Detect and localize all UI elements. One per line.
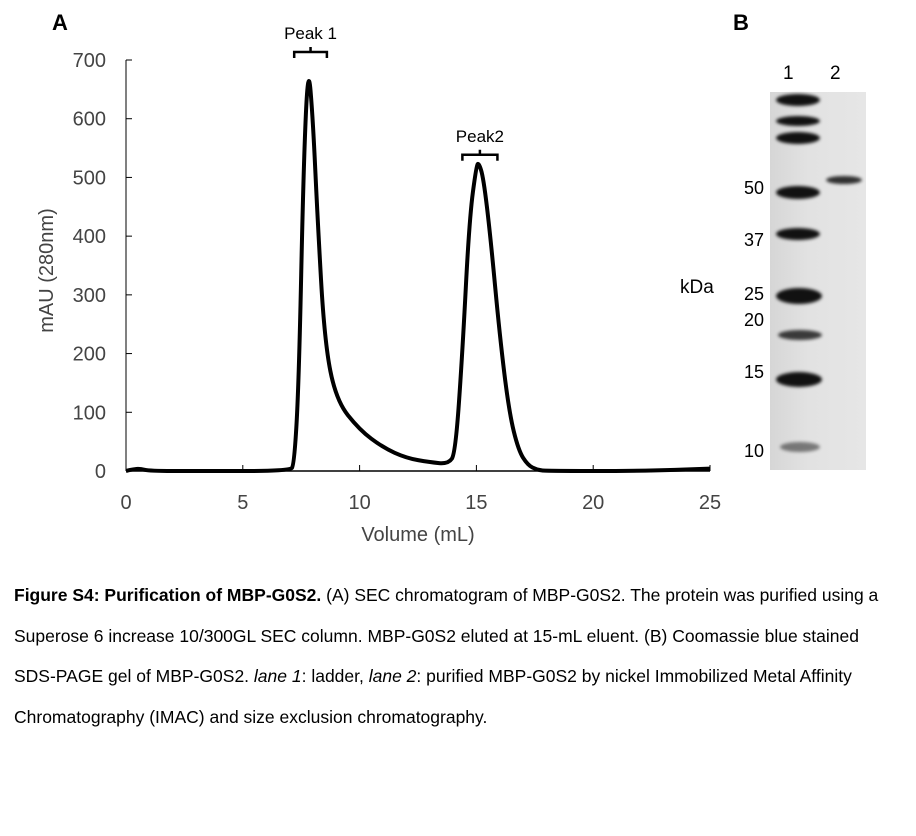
ladder-band-25	[776, 288, 822, 304]
y-tick-label: 600	[73, 109, 106, 131]
peak-label: Peak2	[456, 127, 504, 146]
caption-text: (A) SEC chromatogram of MBP-G0S2. The pr…	[14, 585, 879, 686]
marker-37: 37	[743, 230, 764, 250]
kda-label: kDa	[680, 277, 714, 298]
sds-page-gel	[770, 92, 866, 470]
ladder-band	[776, 116, 820, 126]
y-tick-label: 700	[73, 50, 106, 72]
x-tick-label: 20	[582, 492, 604, 514]
x-tick-label: 5	[237, 492, 248, 514]
ladder-band-20	[778, 330, 822, 340]
marker-10: 10	[743, 441, 764, 461]
series-line	[125, 79, 711, 473]
panel-b-label: B	[733, 10, 749, 35]
caption-text: : purified MBP-G0S2 by nickel Immobilize…	[14, 666, 852, 727]
lane-2-label: 2	[830, 63, 841, 84]
marker-25: 25	[743, 284, 764, 304]
caption-lane2: lane 2	[368, 666, 417, 686]
ladder-band	[776, 94, 820, 106]
y-axis-label: mAU (280nm)	[36, 208, 58, 332]
peak-label: Peak 1	[284, 24, 337, 43]
marker-15: 15	[743, 362, 764, 382]
y-tick-label: 0	[95, 461, 106, 483]
caption-lane1: lane 1	[253, 666, 302, 686]
ladder-band-10	[780, 442, 820, 452]
marker-20: 20	[743, 310, 764, 330]
y-tick-label: 100	[73, 402, 106, 424]
ladder-band-15	[776, 372, 822, 387]
y-tick-label: 500	[73, 167, 106, 189]
x-tick-label: 10	[348, 492, 370, 514]
peak-bracket	[461, 149, 499, 161]
lane-1-label: 1	[783, 63, 794, 84]
y-tick-label: 400	[73, 226, 106, 248]
marker-50: 50	[743, 178, 764, 198]
y-tick-label: 300	[73, 285, 106, 307]
x-tick-label: 15	[465, 492, 487, 514]
x-tick-label: 25	[699, 492, 721, 514]
figure-caption: Figure S4: Purification of MBP-G0S2. (A)…	[14, 575, 904, 737]
x-tick-label: 0	[120, 492, 131, 514]
caption-title: Figure S4: Purification of MBP-G0S2.	[14, 585, 322, 605]
ladder-band-37	[776, 228, 820, 240]
y-tick-label: 200	[73, 344, 106, 366]
peak-bracket	[292, 47, 329, 58]
panel-a-label: A	[52, 10, 68, 35]
x-axis-label: Volume (mL)	[361, 524, 474, 546]
sec-chromatogram: 0 100 200 300 400 500 600 700 0 5 10 15 20 25 Volume (…	[36, 24, 721, 546]
ladder-band	[776, 132, 820, 144]
ladder-band-50	[776, 186, 820, 199]
sample-band	[826, 176, 862, 184]
caption-text: : ladder,	[301, 666, 369, 686]
